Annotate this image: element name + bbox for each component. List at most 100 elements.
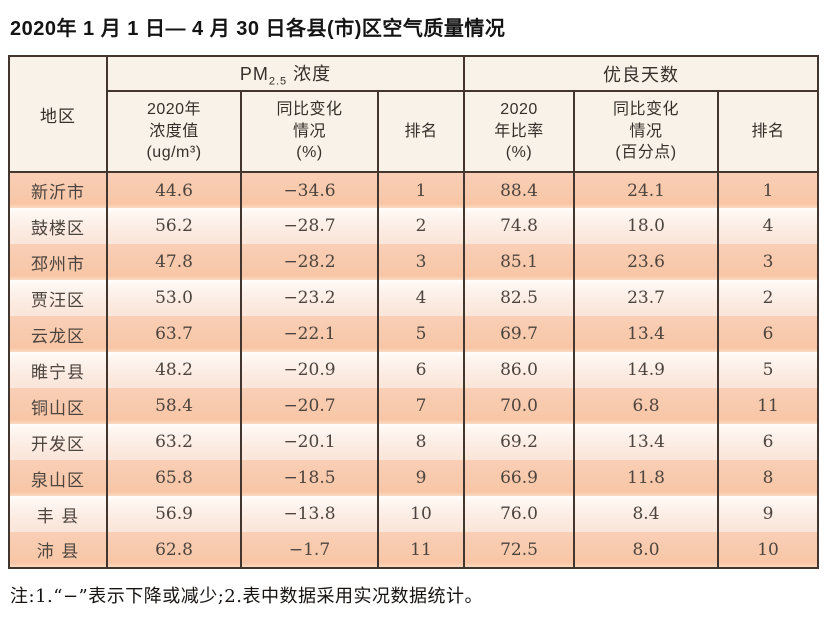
pm-change-cell: −34.6 (240, 172, 379, 208)
region-cell: 泉山区 (8, 460, 108, 496)
good-days-rank-cell: 5 (716, 352, 820, 388)
header-group-good-days: 优良天数 (462, 56, 820, 92)
pm-change-cell: −22.1 (240, 316, 379, 352)
table-row: 泉山区 65.8 −18.5 9 66.9 11.8 8 (8, 460, 820, 496)
good-days-rank-cell: 3 (716, 244, 820, 280)
pm-rank-cell: 7 (377, 388, 465, 424)
pm-value-cell: 63.2 (106, 424, 242, 460)
region-cell: 开发区 (8, 424, 108, 460)
good-days-ratio-cell: 85.1 (463, 244, 575, 280)
header-region: 地区 (8, 56, 108, 173)
good-days-change-cell: 8.4 (573, 496, 719, 532)
good-days-rank-cell: 11 (716, 388, 820, 424)
pm-value-cell: 62.8 (106, 532, 242, 568)
pm-value-cell: 58.4 (106, 388, 242, 424)
region-cell: 鼓楼区 (8, 208, 108, 244)
good-days-change-cell: 13.4 (573, 424, 719, 460)
table-row: 云龙区 63.7 −22.1 5 69.7 13.4 6 (8, 316, 820, 352)
region-cell: 睢宁县 (8, 352, 108, 388)
good-days-change-cell: 6.8 (573, 388, 719, 424)
pm-rank-cell: 8 (377, 424, 465, 460)
pm-value-cell: 56.2 (106, 208, 242, 244)
table-row: 睢宁县 48.2 −20.9 6 86.0 14.9 5 (8, 352, 820, 388)
header-group-pm25: PM2.5 浓度 (106, 56, 465, 92)
good-days-rank-cell: 2 (716, 280, 820, 316)
header-good-rank: 排名 (716, 91, 820, 173)
header-group-row: 地区 PM2.5 浓度 优良天数 (8, 56, 820, 173)
pm-change-cell: −28.2 (240, 244, 379, 280)
good-days-rank-cell: 10 (716, 532, 820, 568)
good-days-rank-cell: 6 (716, 316, 820, 352)
pm-change-cell: −1.7 (240, 532, 379, 568)
pm-rank-cell: 11 (377, 532, 465, 568)
table-header: 地区 PM2.5 浓度 优良天数 2020年 浓度值 (ug/m³) 同比变化 … (8, 56, 820, 173)
region-cell: 贾汪区 (8, 280, 108, 316)
good-days-ratio-cell: 88.4 (463, 172, 575, 208)
good-days-ratio-cell: 74.8 (463, 208, 575, 244)
pm-change-cell: −13.8 (240, 496, 379, 532)
pm-rank-cell: 5 (377, 316, 465, 352)
pm-value-cell: 53.0 (106, 280, 242, 316)
good-days-rank-cell: 8 (716, 460, 820, 496)
good-days-ratio-cell: 69.2 (463, 424, 575, 460)
header-good-change: 同比变化 情况 (百分点) (573, 91, 719, 173)
good-days-ratio-cell: 70.0 (463, 388, 575, 424)
good-days-ratio-cell: 82.5 (463, 280, 575, 316)
pm-rank-cell: 4 (377, 280, 465, 316)
footnote: 注:1.“−”表示下降或减少;2.表中数据采用实况数据统计。 (10, 586, 483, 607)
good-days-change-cell: 23.6 (573, 244, 719, 280)
table-row: 鼓楼区 56.2 −28.7 2 74.8 18.0 4 (8, 208, 820, 244)
table-row: 开发区 63.2 −20.1 8 69.2 13.4 6 (8, 424, 820, 460)
pm-rank-cell: 10 (377, 496, 465, 532)
pm-change-cell: −18.5 (240, 460, 379, 496)
region-cell: 云龙区 (8, 316, 108, 352)
good-days-change-cell: 23.7 (573, 280, 719, 316)
pm-value-cell: 48.2 (106, 352, 242, 388)
pm-value-cell: 44.6 (106, 172, 242, 208)
good-days-change-cell: 8.0 (573, 532, 719, 568)
pm-rank-cell: 9 (377, 460, 465, 496)
pm25-label: PM (239, 63, 269, 84)
pm-rank-cell: 6 (377, 352, 465, 388)
good-days-ratio-cell: 72.5 (463, 532, 575, 568)
good-days-ratio-cell: 86.0 (463, 352, 575, 388)
table-row: 丰 县 56.9 −13.8 10 76.0 8.4 9 (8, 496, 820, 532)
pm-rank-cell: 3 (377, 244, 465, 280)
good-days-ratio-cell: 69.7 (463, 316, 575, 352)
pm-change-cell: −20.9 (240, 352, 379, 388)
good-days-change-cell: 11.8 (573, 460, 719, 496)
region-cell: 丰 县 (8, 496, 108, 532)
good-days-change-cell: 14.9 (573, 352, 719, 388)
good-days-ratio-cell: 76.0 (463, 496, 575, 532)
pm-change-cell: −20.1 (240, 424, 379, 460)
good-days-rank-cell: 1 (716, 172, 820, 208)
table-row: 新沂市 44.6 −34.6 1 88.4 24.1 1 (8, 172, 820, 208)
header-sub-row: 2020年 浓度值 (ug/m³) 同比变化 情况 (%) 排名 2020 年比… (9, 91, 820, 173)
table-row: 铜山区 58.4 −20.7 7 70.0 6.8 11 (8, 388, 820, 424)
table-row: 贾汪区 53.0 −23.2 4 82.5 23.7 2 (8, 280, 820, 316)
region-cell: 邳州市 (8, 244, 108, 280)
table-row: 邳州市 47.8 −28.2 3 85.1 23.6 3 (8, 244, 820, 280)
pm-value-cell: 63.7 (106, 316, 242, 352)
region-cell: 铜山区 (8, 388, 108, 424)
pm-change-cell: −28.7 (240, 208, 379, 244)
air-quality-table: 地区 PM2.5 浓度 优良天数 2020年 浓度值 (ug/m³) 同比变化 … (8, 55, 820, 569)
header-good-ratio: 2020 年比率 (%) (463, 91, 575, 173)
good-days-ratio-cell: 66.9 (463, 460, 575, 496)
region-cell: 沛 县 (8, 532, 108, 568)
pm-value-cell: 56.9 (106, 496, 242, 532)
table-row: 沛 县 62.8 −1.7 11 72.5 8.0 10 (8, 532, 820, 568)
header-pm-change: 同比变化 情况 (%) (240, 91, 379, 173)
good-days-change-cell: 24.1 (573, 172, 719, 208)
pm25-suffix: 浓度 (287, 63, 332, 84)
good-days-rank-cell: 9 (716, 496, 820, 532)
pm-value-cell: 65.8 (106, 460, 242, 496)
header-pm-value: 2020年 浓度值 (ug/m³) (106, 91, 242, 173)
pm25-subscript: 2.5 (268, 75, 288, 88)
table-body: 新沂市 44.6 −34.6 1 88.4 24.1 1 鼓楼区 56.2 −2… (8, 172, 820, 568)
pm-rank-cell: 1 (377, 172, 465, 208)
header-pm-rank: 排名 (377, 91, 465, 173)
page-title: 2020年 1 月 1 日— 4 月 30 日各县(市)区空气质量情况 (10, 18, 506, 40)
region-cell: 新沂市 (8, 172, 108, 208)
